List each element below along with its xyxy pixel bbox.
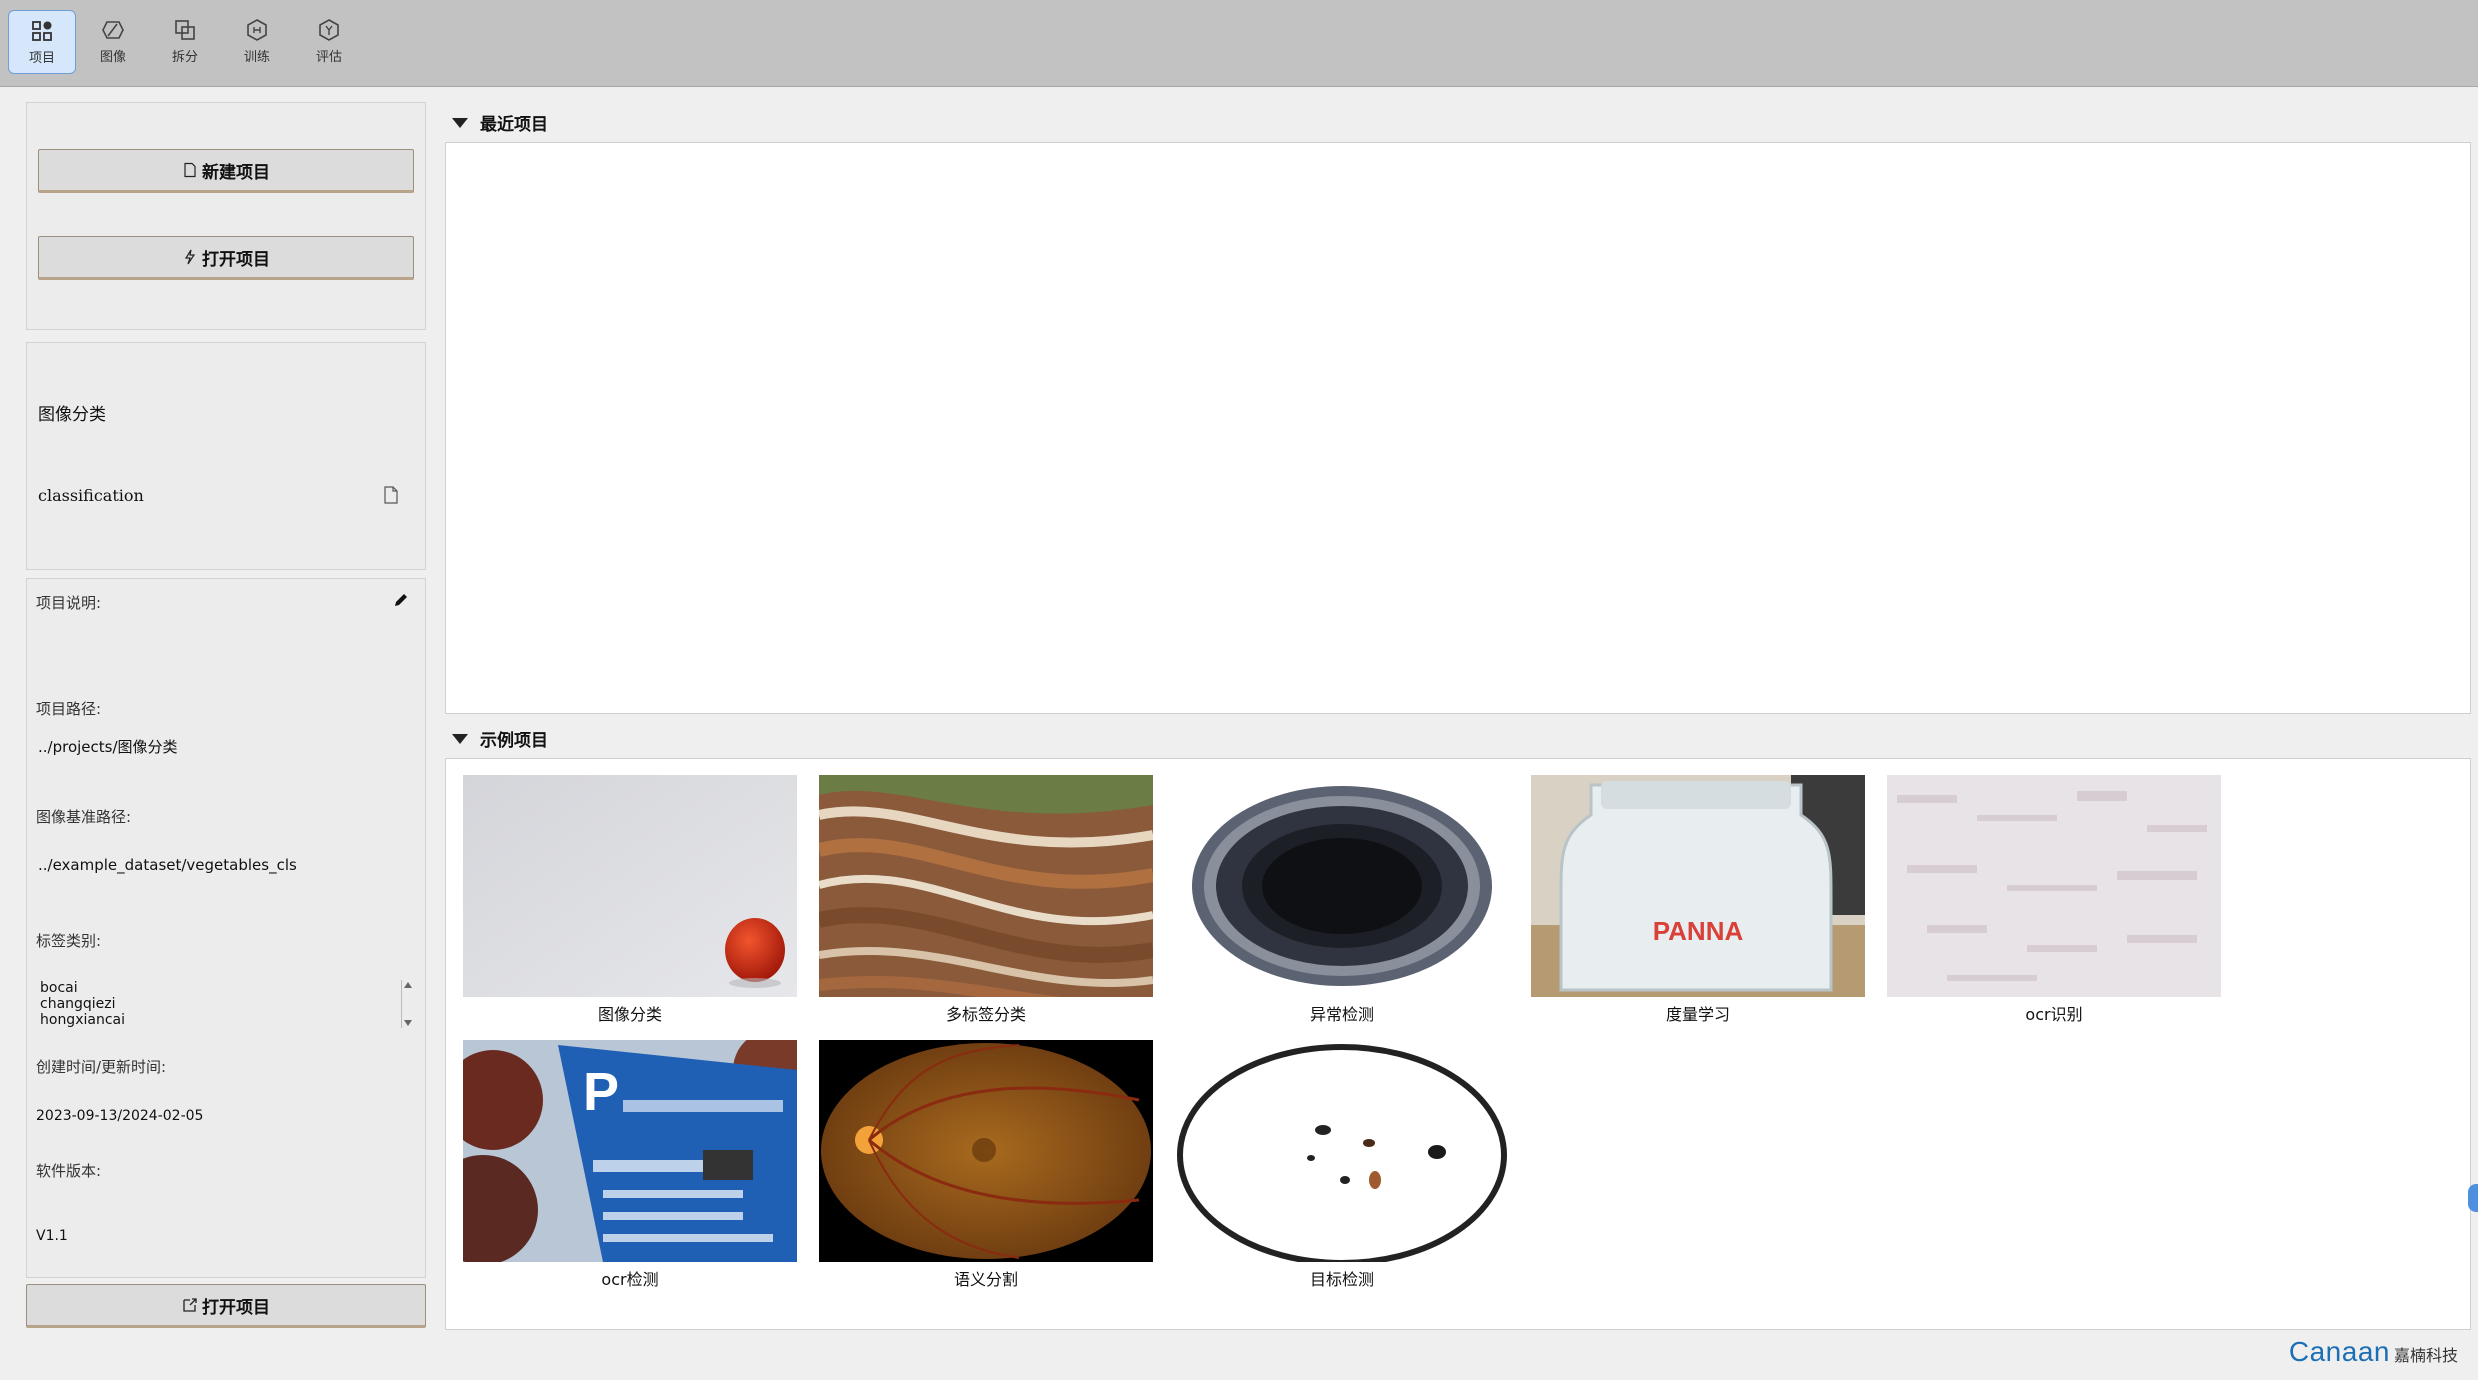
example-label: ocr检测	[601, 1270, 659, 1289]
train-icon	[247, 18, 267, 41]
example-label: 多标签分类	[945, 1005, 1026, 1024]
list-item: hongxiancai	[40, 1012, 125, 1028]
side-drawer-handle[interactable]	[2468, 1184, 2478, 1212]
description-label: 项目说明:	[36, 594, 102, 612]
retina-image	[819, 1040, 1153, 1262]
example-thumb-metric[interactable]: PANNA	[1531, 775, 1865, 997]
example-label: 异常检测	[1309, 1005, 1374, 1024]
image-icon	[102, 20, 124, 39]
example-thumb-segmentation[interactable]	[819, 1040, 1153, 1262]
labels-list[interactable]: bocai changqiezi hongxiancai	[38, 980, 414, 1028]
example-label: 图像分类	[597, 1005, 662, 1024]
example-label: ocr识别	[2025, 1005, 2083, 1024]
example-thumb-anomaly[interactable]	[1175, 775, 1509, 997]
top-toolbar: 项目 图像 拆分 训练 评估	[0, 0, 2478, 87]
image-base-label: 图像基准路径:	[36, 808, 132, 826]
open-project-bottom-label: 打开项目	[202, 1297, 270, 1318]
brand-logo: Canaan 嘉楠科技	[2289, 1336, 2458, 1368]
open-project-label: 打开项目	[202, 249, 270, 270]
tab-image[interactable]: 图像	[80, 10, 146, 72]
version-label: 软件版本:	[36, 1162, 102, 1180]
tab-label: 训练	[243, 49, 270, 65]
tab-label: 评估	[315, 49, 342, 65]
new-project-label: 新建项目	[202, 162, 270, 183]
recent-projects-header[interactable]: 最近项目	[452, 110, 548, 135]
project-type-panel	[26, 342, 426, 570]
tab-project[interactable]: 项目	[8, 10, 76, 74]
scroll-up-icon[interactable]	[404, 982, 412, 988]
collapse-triangle-icon	[452, 733, 468, 744]
scroll-down-icon[interactable]	[404, 1020, 412, 1026]
example-thumb-detection[interactable]	[1175, 1040, 1509, 1262]
labels-scrollbar[interactable]	[401, 980, 414, 1028]
file-icon	[184, 162, 196, 178]
parking-sign-image: P	[463, 1040, 797, 1262]
project-details-panel	[26, 578, 426, 1278]
example-projects-title: 示例项目	[480, 731, 548, 751]
document-icon[interactable]	[383, 486, 399, 504]
lightning-icon	[184, 249, 196, 265]
tab-split[interactable]: 拆分	[152, 10, 218, 72]
recent-projects-area	[445, 142, 2471, 714]
example-thumb-ocr-recognition[interactable]	[1887, 775, 2221, 997]
sandstone-image	[819, 775, 1153, 997]
example-label: 度量学习	[1665, 1005, 1730, 1024]
tab-label: 项目	[28, 50, 55, 66]
project-type-cn: 图像分类	[38, 405, 106, 425]
example-projects-header[interactable]: 示例项目	[452, 726, 548, 751]
tab-evaluate[interactable]: 评估	[296, 10, 362, 72]
image-base-value: ../example_dataset/vegetables_cls	[38, 856, 297, 874]
sign-letter: P	[583, 1062, 619, 1122]
tab-train[interactable]: 训练	[224, 10, 290, 72]
new-project-button[interactable]: 新建项目	[38, 149, 414, 193]
example-label: 语义分割	[953, 1270, 1018, 1289]
example-thumb-classification[interactable]	[463, 775, 797, 997]
external-open-icon	[183, 1298, 197, 1312]
version-value: V1.1	[36, 1228, 68, 1244]
example-thumb-multilabel[interactable]	[819, 775, 1153, 997]
bottle-logo-text: PANNA	[1653, 916, 1744, 946]
edit-pencil-icon[interactable]	[392, 591, 410, 609]
grid-icon	[32, 20, 52, 41]
project-actions-panel	[26, 102, 426, 330]
list-item: bocai	[40, 980, 78, 996]
time-value: 2023-09-13/2024-02-05	[36, 1108, 204, 1124]
list-item: changqiezi	[40, 996, 116, 1012]
example-label: 目标检测	[1309, 1270, 1374, 1289]
labels-label: 标签类别:	[36, 932, 102, 950]
brand-en: Canaan	[2288, 1336, 2390, 1367]
project-type-en: classification	[38, 486, 144, 505]
insects-dish-image	[1175, 1040, 1509, 1262]
brand-cn: 嘉楠科技	[2393, 1346, 2458, 1365]
disc-image	[1175, 775, 1509, 997]
example-thumb-ocr-detection[interactable]: P	[463, 1040, 797, 1262]
path-value: ../projects/图像分类	[38, 738, 178, 756]
collapse-triangle-icon	[452, 117, 468, 128]
path-label: 项目路径:	[36, 700, 102, 718]
water-bottle-image: PANNA	[1531, 775, 1865, 997]
tab-label: 图像	[99, 49, 126, 65]
open-project-bottom-button[interactable]: 打开项目	[26, 1284, 426, 1328]
recent-projects-title: 最近项目	[480, 115, 548, 135]
noise-text-image	[1887, 775, 2221, 997]
evaluate-icon	[319, 18, 339, 41]
time-label: 创建时间/更新时间:	[36, 1058, 167, 1076]
open-project-button[interactable]: 打开项目	[38, 236, 414, 280]
tomato-image	[463, 775, 797, 997]
tab-label: 拆分	[171, 49, 198, 65]
split-icon	[175, 19, 195, 40]
